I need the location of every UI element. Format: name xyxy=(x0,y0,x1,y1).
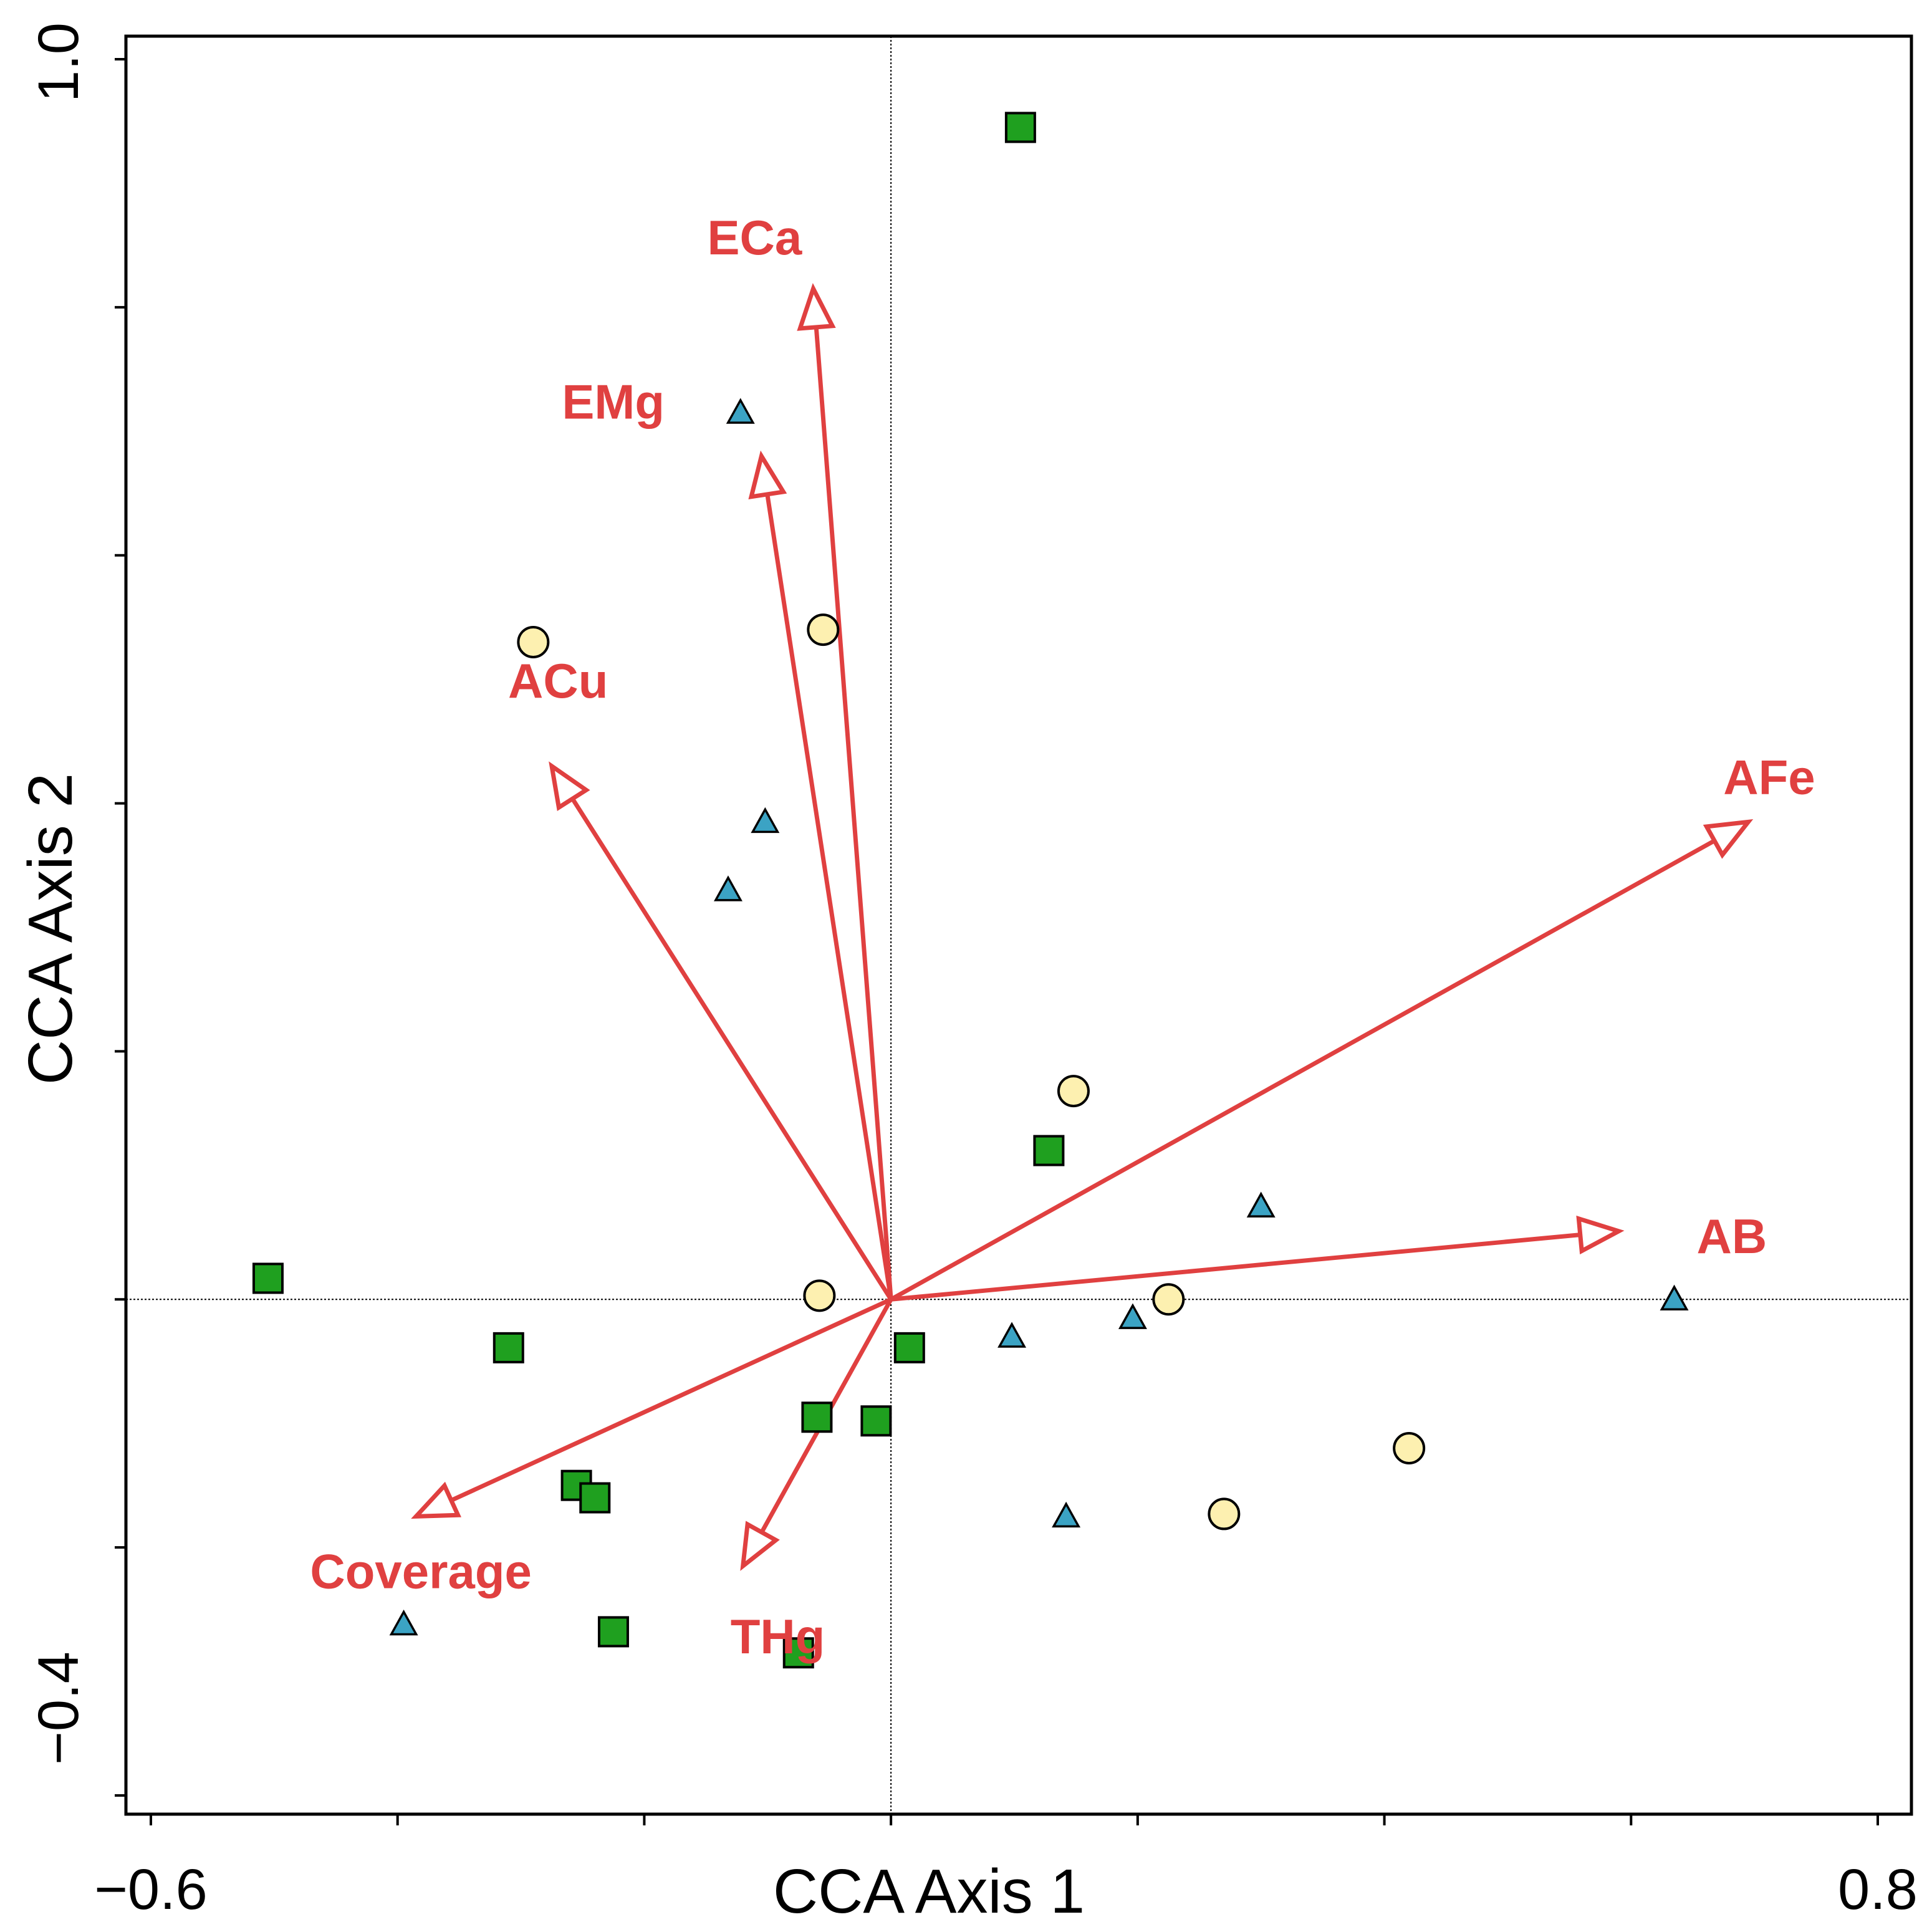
point-square xyxy=(1004,112,1036,143)
vector-label-emg: EMg xyxy=(562,375,665,430)
vector-labels: ECa EMg ACu AFe AB Coverage THg xyxy=(310,210,1815,1664)
vector-label-eca: ECa xyxy=(707,210,802,265)
sample-points xyxy=(252,112,1689,1669)
point-square xyxy=(493,1332,524,1363)
point-triangle xyxy=(713,875,743,901)
point-triangle xyxy=(997,1322,1027,1348)
point-circle xyxy=(1152,1283,1185,1316)
point-square xyxy=(860,1405,892,1437)
point-triangle xyxy=(1118,1303,1147,1329)
point-triangle xyxy=(1052,1501,1081,1528)
x-axis-title: CCA Axis 1 xyxy=(773,1857,1085,1926)
vector-label-acu: ACu xyxy=(508,653,608,708)
point-square xyxy=(597,1616,629,1648)
y-axis-title: CCA Axis 2 xyxy=(16,773,85,1085)
vector-line-ab xyxy=(890,1233,1581,1302)
point-circle xyxy=(1208,1497,1241,1531)
point-circle xyxy=(807,613,840,646)
point-circle xyxy=(517,625,550,658)
point-square xyxy=(893,1332,925,1363)
plot-frame xyxy=(124,34,1913,1816)
zero-lines xyxy=(126,36,1911,1814)
vector-arrowhead-afe xyxy=(1703,819,1754,859)
point-triangle xyxy=(726,398,755,424)
vector-line-eca xyxy=(814,327,893,1300)
environmental-vectors xyxy=(411,282,1754,1571)
point-circle xyxy=(803,1279,836,1312)
point-square xyxy=(801,1401,833,1433)
point-triangle xyxy=(1246,1191,1276,1218)
x-tick-label-max: 0.8 xyxy=(1838,1858,1918,1921)
point-square xyxy=(1033,1135,1065,1166)
vector-line-afe xyxy=(890,839,1716,1302)
vector-arrowhead-emg xyxy=(748,450,787,500)
vector-label-thg: THg xyxy=(731,1609,825,1664)
point-square xyxy=(782,1637,814,1669)
point-circle xyxy=(1393,1432,1426,1464)
point-triangle xyxy=(1660,1284,1689,1311)
vector-arrowhead-coverage xyxy=(411,1481,461,1519)
vector-line-emg xyxy=(765,494,893,1300)
vector-label-ab: AB xyxy=(1697,1209,1767,1264)
x-tick-label-min: −0.6 xyxy=(94,1858,208,1921)
point-square xyxy=(252,1262,284,1294)
axis-ticks xyxy=(115,58,1879,1825)
vector-line-acu xyxy=(570,797,893,1301)
vector-arrowhead-thg xyxy=(740,1521,780,1571)
y-tick-label-max: 1.0 xyxy=(27,22,90,102)
vector-line-coverage xyxy=(450,1297,892,1502)
point-triangle xyxy=(751,807,780,834)
vector-arrowhead-ab xyxy=(1576,1215,1625,1255)
point-triangle xyxy=(389,1609,418,1636)
point-circle xyxy=(1057,1075,1090,1108)
vector-label-afe: AFe xyxy=(1723,749,1815,804)
vector-arrowhead-acu xyxy=(549,761,590,811)
vector-arrowhead-eca xyxy=(797,282,836,331)
y-tick-label-min: −0.4 xyxy=(27,1651,90,1765)
vector-label-coverage: Coverage xyxy=(310,1544,531,1598)
point-square xyxy=(579,1482,611,1514)
